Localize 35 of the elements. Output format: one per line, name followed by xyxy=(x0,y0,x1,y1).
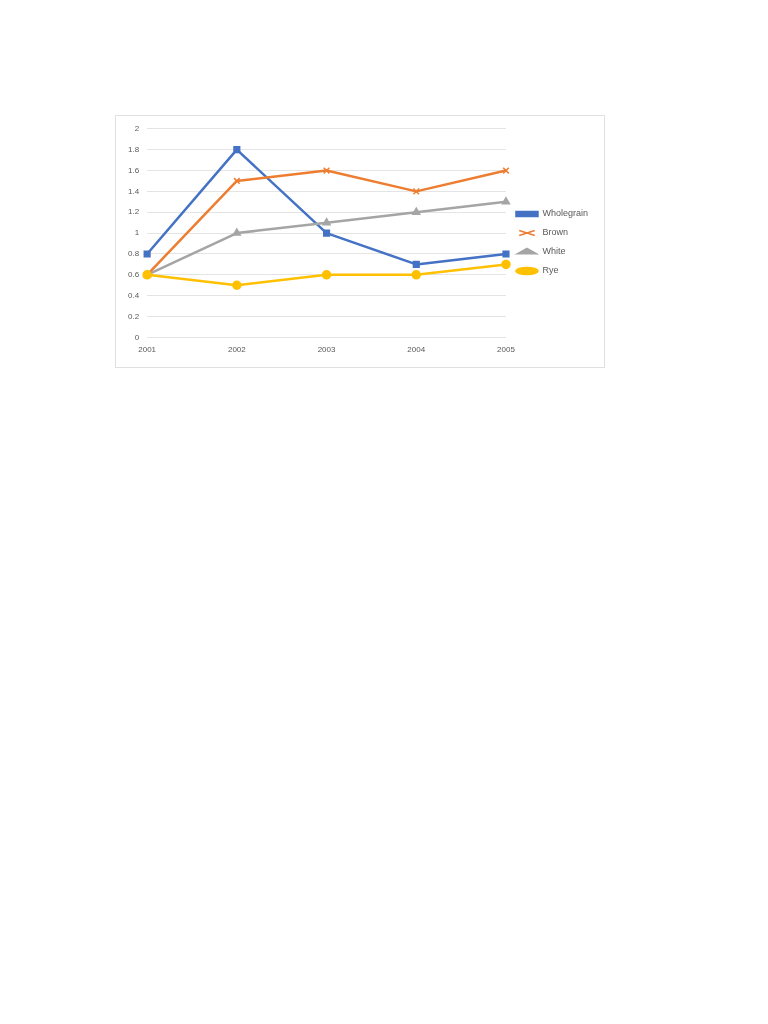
legend-label: White xyxy=(542,246,566,257)
point xyxy=(322,229,331,237)
legend-label: Brown xyxy=(542,227,568,238)
y-tick-label: 1.8 xyxy=(128,144,140,154)
y-tick-label: 0.6 xyxy=(128,270,140,280)
x-tick-label: 2003 xyxy=(317,345,336,355)
y-tick-label: 1.6 xyxy=(128,165,140,175)
y-tick-label: 1 xyxy=(134,228,140,238)
x-tick-label: 2002 xyxy=(227,345,247,355)
y-tick-label: 0.8 xyxy=(128,249,140,259)
y-tick-label: 0 xyxy=(134,332,140,342)
y-tick-label: 1.2 xyxy=(128,207,140,217)
y-tick-label: 0.4 xyxy=(128,290,140,300)
point xyxy=(232,228,242,236)
y-tick-label: 1.4 xyxy=(128,186,140,196)
point xyxy=(143,250,151,258)
point xyxy=(502,166,510,175)
x-tick-label: 2001 xyxy=(138,345,157,355)
legend-label: Wholegrain xyxy=(542,208,589,219)
point xyxy=(412,260,420,268)
legend-label: Rye xyxy=(542,265,559,276)
point xyxy=(501,259,511,270)
point xyxy=(502,250,510,258)
point xyxy=(501,197,511,205)
point xyxy=(232,280,242,290)
point xyxy=(412,207,421,215)
y-tick-label: 0.2 xyxy=(128,311,140,321)
point xyxy=(322,166,331,175)
x-tick-label: 2004 xyxy=(407,345,426,355)
point xyxy=(322,217,331,226)
point xyxy=(411,270,422,280)
point xyxy=(321,270,332,280)
point xyxy=(233,146,241,154)
y-tick-label: 2 xyxy=(134,124,140,133)
x-tick-label: 2005 xyxy=(497,345,516,355)
